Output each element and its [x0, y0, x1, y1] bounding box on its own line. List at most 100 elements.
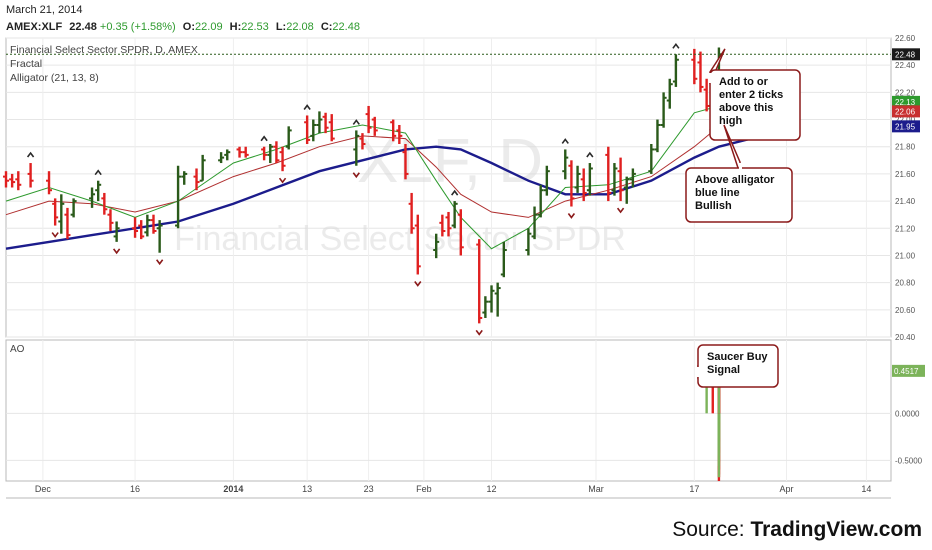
legend-alligator: Alligator (21, 13, 8) [10, 72, 99, 84]
fractal-up-marker [352, 119, 360, 125]
x-tick-label: 16 [130, 484, 140, 494]
callout-entry-line: above this [719, 102, 773, 114]
x-tick-label: 23 [364, 484, 374, 494]
x-tick-label: 14 [861, 484, 871, 494]
alligator-teeth-line [5, 110, 763, 218]
ohlc-bar [537, 184, 544, 218]
x-tick-label: 17 [689, 484, 699, 494]
x-tick-label: Feb [416, 484, 432, 494]
close-label: C: [320, 21, 333, 33]
ohlc-bar [623, 176, 630, 204]
ohlc-bar [279, 146, 286, 172]
callout-entry-line: enter 2 ticks [719, 89, 783, 101]
ohlc-bar [181, 171, 188, 185]
ohlc-bar [476, 239, 483, 324]
callout-saucer-box [697, 344, 779, 388]
ohlc-bar [672, 54, 679, 87]
fractal-up-marker [672, 42, 680, 49]
price-tick-label: 21.00 [895, 251, 916, 260]
ohlc-bar [371, 116, 378, 136]
callout-saucer-join [697, 367, 700, 377]
ohlc-bar [580, 168, 587, 202]
ohlc-bar [58, 194, 65, 234]
source-brand: TradingView.com [750, 518, 922, 541]
ohlc-bar [654, 119, 661, 153]
ohlc-bar [697, 51, 704, 93]
low-label: L: [275, 21, 287, 33]
ohlc-bar [611, 163, 618, 196]
fractal-down-marker [156, 259, 164, 266]
ohlc-bar [310, 119, 317, 142]
ohlc-bar [414, 214, 421, 275]
ohlc-bar [408, 192, 415, 234]
ohlc-bar [439, 214, 446, 237]
callout-entry-line: Add to or [719, 76, 769, 88]
callout-bullish-line: Bullish [695, 200, 732, 212]
x-tick-label: 13 [302, 484, 312, 494]
fractal-up-marker [303, 104, 311, 110]
ohlc-bar [273, 141, 280, 164]
ao-axis-tag [892, 364, 925, 377]
ohlc-bar [285, 126, 292, 150]
ohlc-bar [64, 207, 71, 240]
ohlc-bar [95, 180, 102, 202]
callout-bullish-line: blue line [695, 187, 740, 199]
ohlc-bar [433, 233, 440, 259]
ohlc-bar [89, 187, 96, 208]
ohlc-bar [660, 92, 667, 128]
price-tick-label: 22.40 [895, 61, 916, 70]
price-axis-tag [892, 95, 920, 108]
price-axis-tag [892, 105, 920, 118]
alligator-lips-line [5, 101, 762, 250]
fractal-up-marker [260, 135, 268, 142]
ao-bar [717, 413, 721, 415]
price-change: +0.35 (+1.58%) [99, 21, 176, 33]
fractal-up-marker [586, 151, 594, 158]
ohlc-bar [107, 209, 114, 231]
low-value: 22.08 [286, 21, 314, 33]
chart-date: March 21, 2014 [6, 4, 83, 16]
fractal-down-marker [51, 232, 59, 238]
price-axis-tag [892, 48, 920, 61]
high-value: 22.53 [241, 21, 269, 33]
close-value: 22.48 [332, 21, 360, 33]
x-tick-label: Mar [588, 484, 604, 494]
ohlc-bar [193, 168, 200, 191]
price-tick-label: 21.20 [895, 224, 916, 233]
fractal-down-marker [616, 207, 625, 214]
price-axis-tag-label: 22.06 [895, 107, 916, 116]
fractal-down-marker [352, 172, 360, 179]
price-tick-label: 22.60 [895, 34, 916, 43]
price-tick-label: 20.60 [895, 306, 916, 315]
price-tick-label: 21.60 [895, 170, 916, 179]
source-credit: Source: TradingView.com [672, 518, 922, 542]
ohlc-bar [525, 228, 532, 256]
ohlc-bar [199, 154, 206, 182]
ohlc-bar [359, 133, 366, 150]
ohlc-bar [457, 209, 464, 256]
price-tick-label: 20.80 [895, 279, 916, 288]
quote-line: AMEX:XLF 22.48 +0.35 (+1.58%) O:22.09 H:… [6, 21, 360, 33]
ao-bar [717, 370, 721, 414]
x-tick-label: Apr [780, 484, 794, 494]
fractal-down-marker [278, 177, 287, 184]
ohlc-bar [500, 241, 507, 278]
price-axis-tag-label: 22.13 [895, 98, 916, 107]
ohlc-bar [242, 146, 249, 158]
ao-axis-tag-label: 0.4517 [894, 367, 919, 376]
ohlc-bar [144, 214, 151, 237]
ohlc-bar [132, 217, 139, 238]
ohlc-bar [113, 221, 120, 242]
ohlc-bar [574, 165, 581, 193]
legend-title: Financial Select Sector SPDR, D, AMEX [10, 44, 198, 56]
ao-tick-label: -0.5000 [895, 456, 923, 465]
ohlc-bar [52, 198, 59, 226]
fractal-down-marker [414, 281, 422, 287]
fractal-up-marker [26, 151, 35, 158]
ohlc-bar [9, 173, 16, 188]
ohlc-bar [617, 157, 624, 202]
ohlc-bar [353, 130, 360, 166]
ao-bar [711, 362, 714, 414]
ohlc-bar [267, 144, 274, 164]
